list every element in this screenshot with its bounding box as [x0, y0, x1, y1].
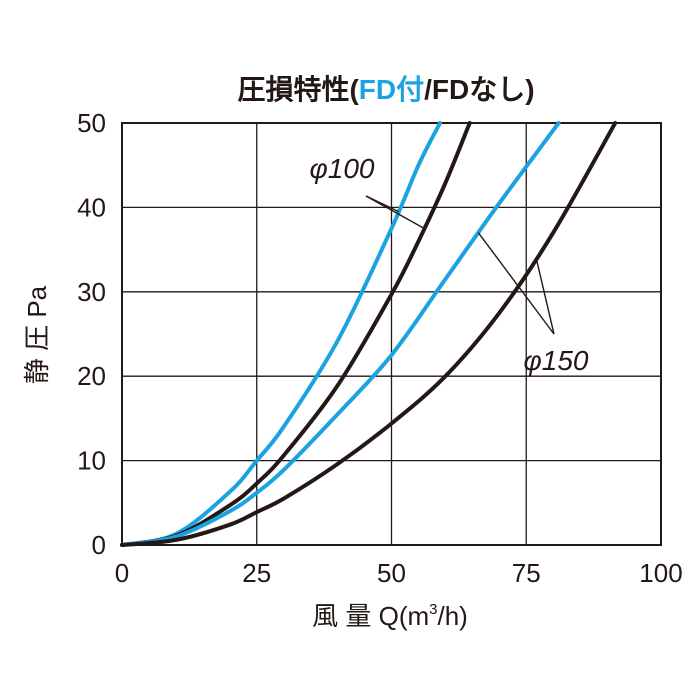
- series-line-d100_nofd: [120, 121, 472, 547]
- title-fd-with: FD付: [359, 74, 424, 105]
- title-suffix: ): [525, 74, 534, 105]
- y-tick-label: 30: [77, 277, 106, 307]
- x-tick-label: 75: [512, 558, 541, 588]
- x-axis-label: 風 量 Q(m3/h): [312, 601, 468, 631]
- x-tick-label: 100: [639, 558, 682, 588]
- plot-frame: [121, 122, 662, 546]
- callout-d150: φ150: [524, 345, 589, 376]
- y-tick-labels: 0 10 20 30 40 50: [77, 108, 106, 560]
- x-axis-label-sup: 3: [429, 601, 437, 618]
- y-axis-label: 静 圧 Pa: [22, 285, 52, 384]
- y-tick-label: 20: [77, 361, 106, 391]
- callout-leader-line: [477, 232, 555, 335]
- series-line-d150_fd: [120, 121, 561, 547]
- y-tick-label: 40: [77, 192, 106, 222]
- x-axis-label-text: 風 量 Q(m: [312, 601, 429, 631]
- title-prefix: 圧損特性(: [237, 74, 359, 105]
- y-tick-label: 10: [77, 446, 106, 476]
- y-tick-label: 0: [92, 530, 106, 560]
- callout-leaders: [365, 195, 555, 335]
- x-axis-label-tail: /h): [438, 601, 468, 631]
- title-slash: /: [424, 74, 432, 105]
- x-tick-label: 50: [377, 558, 406, 588]
- series-curves: [120, 121, 618, 547]
- series-line-d100_fd: [120, 121, 442, 547]
- y-tick-label: 50: [77, 108, 106, 138]
- series-line-d150_nofd: [120, 121, 618, 547]
- grid-lines: [122, 123, 661, 545]
- chart-title: 圧損特性(FD付/FDなし): [237, 74, 534, 105]
- callout-leader-line: [365, 195, 425, 230]
- x-tick-label: 0: [115, 558, 129, 588]
- title-fd-without: FDなし: [432, 74, 525, 105]
- callout-leader-line: [535, 257, 555, 335]
- x-tick-label: 25: [242, 558, 271, 588]
- x-tick-labels: 0 25 50 75 100: [115, 558, 683, 588]
- callout-d100: φ100: [310, 153, 375, 184]
